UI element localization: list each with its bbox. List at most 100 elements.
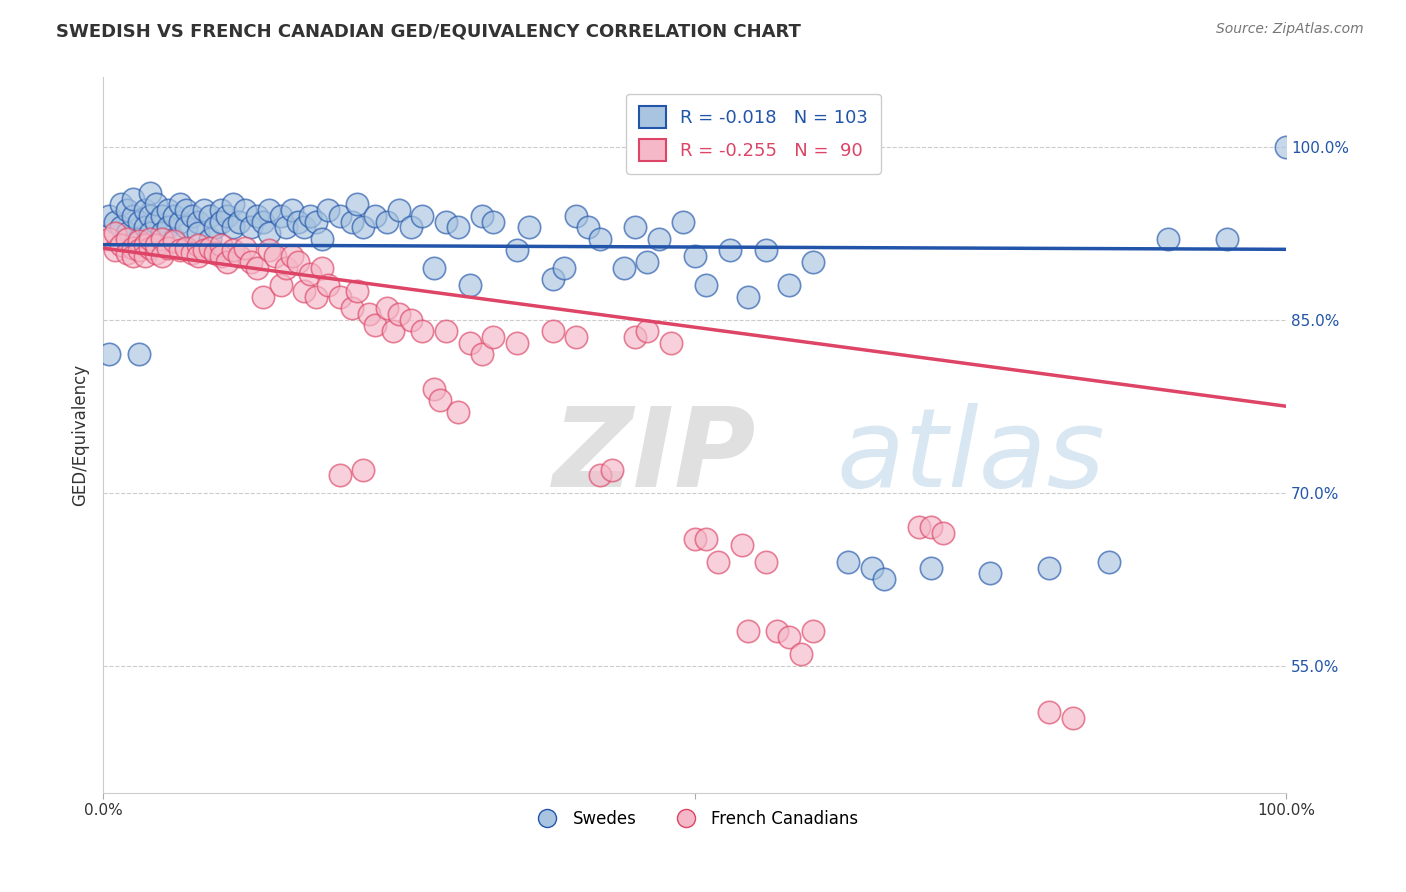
Text: SWEDISH VS FRENCH CANADIAN GED/EQUIVALENCY CORRELATION CHART: SWEDISH VS FRENCH CANADIAN GED/EQUIVALEN…: [56, 22, 801, 40]
Point: [920, 520, 942, 534]
Point: [157, 203, 180, 218]
Point: [801, 624, 824, 639]
Point: [1275, 139, 1298, 153]
Point: [517, 220, 540, 235]
Point: [458, 335, 481, 350]
Point: [695, 278, 717, 293]
Point: [174, 203, 197, 218]
Point: [150, 226, 173, 240]
Point: [778, 630, 800, 644]
Point: [139, 226, 162, 240]
Point: [471, 347, 494, 361]
Point: [659, 335, 682, 350]
Point: [139, 186, 162, 200]
Point: [198, 232, 221, 246]
Point: [340, 214, 363, 228]
Point: [305, 290, 328, 304]
Point: [246, 209, 269, 223]
Point: [204, 245, 226, 260]
Point: [731, 538, 754, 552]
Point: [707, 555, 730, 569]
Point: [98, 232, 121, 246]
Point: [352, 463, 374, 477]
Point: [217, 255, 239, 269]
Point: [139, 241, 162, 255]
Point: [434, 324, 457, 338]
Point: [187, 249, 209, 263]
Point: [447, 220, 470, 235]
Point: [636, 324, 658, 338]
Point: [228, 214, 250, 228]
Text: Source: ZipAtlas.com: Source: ZipAtlas.com: [1216, 22, 1364, 37]
Point: [399, 220, 422, 235]
Point: [257, 226, 280, 240]
Point: [316, 278, 339, 293]
Point: [600, 463, 623, 477]
Point: [1216, 232, 1239, 246]
Point: [110, 237, 132, 252]
Point: [1156, 232, 1178, 246]
Point: [163, 234, 186, 248]
Point: [375, 214, 398, 228]
Point: [263, 249, 285, 263]
Point: [576, 220, 599, 235]
Point: [187, 214, 209, 228]
Point: [589, 232, 612, 246]
Point: [150, 209, 173, 223]
Point: [458, 278, 481, 293]
Point: [541, 324, 564, 338]
Point: [233, 241, 256, 255]
Point: [388, 307, 411, 321]
Point: [233, 203, 256, 218]
Point: [359, 307, 381, 321]
Point: [104, 244, 127, 258]
Point: [683, 532, 706, 546]
Point: [157, 220, 180, 235]
Point: [209, 203, 232, 218]
Point: [920, 560, 942, 574]
Point: [411, 324, 433, 338]
Point: [187, 226, 209, 240]
Point: [240, 220, 263, 235]
Point: [145, 245, 167, 260]
Point: [193, 203, 215, 218]
Point: [128, 347, 150, 361]
Point: [860, 560, 883, 574]
Point: [157, 241, 180, 255]
Point: [163, 232, 186, 246]
Point: [299, 267, 322, 281]
Point: [471, 209, 494, 223]
Point: [482, 214, 505, 228]
Point: [134, 203, 156, 218]
Point: [287, 214, 309, 228]
Point: [187, 237, 209, 252]
Point: [204, 220, 226, 235]
Point: [311, 260, 333, 275]
Point: [145, 197, 167, 211]
Point: [801, 255, 824, 269]
Point: [115, 232, 138, 246]
Point: [434, 214, 457, 228]
Point: [364, 318, 387, 333]
Point: [128, 214, 150, 228]
Point: [128, 234, 150, 248]
Point: [198, 209, 221, 223]
Point: [718, 244, 741, 258]
Point: [411, 209, 433, 223]
Y-axis label: GED/Equivalency: GED/Equivalency: [72, 364, 89, 506]
Point: [121, 209, 143, 223]
Point: [121, 241, 143, 255]
Point: [145, 214, 167, 228]
Point: [276, 220, 298, 235]
Point: [174, 220, 197, 235]
Point: [257, 203, 280, 218]
Point: [683, 249, 706, 263]
Point: [305, 214, 328, 228]
Point: [252, 214, 274, 228]
Point: [388, 203, 411, 218]
Point: [222, 197, 245, 211]
Point: [506, 335, 529, 350]
Point: [209, 249, 232, 263]
Point: [180, 245, 202, 260]
Point: [375, 301, 398, 315]
